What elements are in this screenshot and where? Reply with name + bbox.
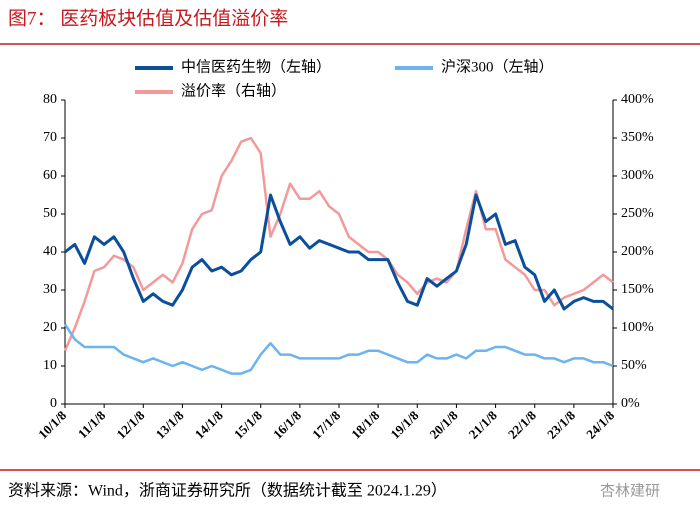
y-tick-label: 20	[43, 320, 57, 335]
x-tick-label: 13/1/8	[153, 407, 187, 441]
y2-tick-label: 300%	[621, 168, 654, 183]
x-tick-label: 12/1/8	[113, 407, 147, 441]
legend-label: 溢价率（右轴）	[181, 82, 286, 99]
x-tick-label: 21/1/8	[466, 407, 500, 441]
y2-tick-label: 150%	[621, 282, 654, 297]
y-tick-label: 80	[43, 92, 57, 107]
y2-tick-label: 0%	[621, 396, 640, 411]
series-line	[64, 193, 614, 311]
series-line	[63, 136, 614, 352]
y2-tick-label: 50%	[621, 358, 647, 373]
chart-title: 图7： 医药板块估值及估值溢价率	[8, 7, 288, 29]
y-tick-label: 0	[50, 396, 57, 411]
x-tick-label: 23/1/8	[544, 407, 578, 441]
x-tick-label: 20/1/8	[427, 407, 461, 441]
y2-tick-label: 250%	[621, 206, 654, 221]
x-tick-label: 22/1/8	[505, 407, 539, 441]
y-tick-label: 10	[43, 358, 57, 373]
legend-label: 中信医药生物（左轴）	[181, 58, 331, 75]
x-tick-label: 24/1/8	[583, 407, 617, 441]
series-line	[63, 323, 614, 375]
x-tick-label: 11/1/8	[75, 407, 109, 441]
x-tick-label: 16/1/8	[270, 407, 304, 441]
legend-label: 沪深300（左轴）	[441, 58, 554, 75]
y2-tick-label: 400%	[621, 92, 654, 107]
x-tick-label: 17/1/8	[309, 407, 343, 441]
y-tick-label: 50	[43, 206, 57, 221]
x-tick-label: 19/1/8	[387, 407, 421, 441]
watermark: 杏林建研	[600, 482, 660, 499]
y-tick-label: 30	[43, 282, 57, 297]
y2-tick-label: 200%	[621, 244, 654, 259]
x-tick-label: 14/1/8	[192, 407, 226, 441]
x-tick-label: 10/1/8	[35, 407, 69, 441]
x-tick-label: 15/1/8	[231, 407, 265, 441]
y-tick-label: 40	[43, 244, 57, 259]
y2-tick-label: 350%	[621, 130, 654, 145]
y-tick-label: 60	[43, 168, 57, 183]
y-tick-label: 70	[43, 130, 57, 145]
source-note: 资料来源：Wind，浙商证券研究所（数据统计截至 2024.1.29）	[8, 482, 447, 500]
y2-tick-label: 100%	[621, 320, 654, 335]
x-tick-label: 18/1/8	[348, 407, 382, 441]
